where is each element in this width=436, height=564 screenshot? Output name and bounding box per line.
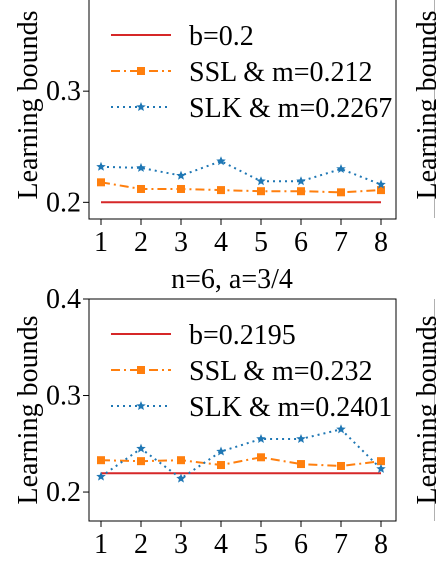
y-axis-ticks: 0.2 0.3 — [46, 76, 89, 218]
data-point-2 — [97, 178, 105, 187]
neighbor-y-axis-label: Learning bounds — [412, 316, 436, 505]
series-layer — [96, 156, 386, 204]
x-tick-label: 3 — [174, 227, 188, 258]
legend-label: SSL & m=0.232 — [189, 356, 373, 387]
y-tick-label: 0.3 — [46, 76, 81, 107]
legend-marker — [136, 102, 146, 112]
data-point-3 — [136, 443, 146, 453]
data-point-2 — [217, 461, 225, 470]
x-tick-label: 6 — [294, 529, 308, 560]
x-tick-label: 1 — [94, 227, 108, 258]
data-point-2 — [97, 456, 105, 465]
x-tick-label: 8 — [374, 227, 388, 258]
data-point-3 — [256, 176, 266, 186]
data-point-2 — [257, 187, 265, 196]
data-point-2 — [377, 457, 385, 466]
x-tick-label: 5 — [254, 529, 268, 560]
data-point-3 — [176, 473, 186, 483]
data-point-2 — [297, 460, 305, 469]
plot-frame — [88, 0, 397, 220]
y-tick-label: 0.2 — [46, 477, 81, 508]
series-line-3 — [100, 160, 382, 186]
legend-marker — [137, 67, 145, 75]
x-tick-label: 4 — [214, 227, 228, 258]
y-tick-label: 0.3 — [46, 381, 81, 412]
y-axis-label: Learning bounds — [13, 316, 44, 505]
x-tick-label: 2 — [134, 227, 148, 258]
x-tick-label: 1 — [94, 529, 108, 560]
data-point-3 — [336, 163, 346, 174]
data-point-2 — [217, 186, 225, 195]
data-point-2 — [177, 456, 185, 465]
right-neighbor-fragment: Learning bounds Learning bounds — [412, 0, 436, 521]
data-point-2 — [137, 457, 145, 466]
series-line-2 — [100, 181, 382, 194]
data-point-3 — [96, 161, 106, 171]
series-line-3 — [100, 428, 382, 480]
legend-label: b=0.2 — [189, 21, 254, 52]
legend-label: SSL & m=0.212 — [189, 57, 373, 88]
x-tick-label: 8 — [374, 529, 388, 560]
legend-label: SLK & m=0.2401 — [189, 392, 392, 423]
data-point-3 — [336, 424, 346, 434]
y-axis-label: Learning bounds — [13, 11, 44, 200]
data-point-2 — [337, 188, 345, 197]
chart-title: n=6, a=3/4 — [171, 264, 293, 295]
series-line-2 — [100, 456, 382, 468]
x-tick-label: 5 — [254, 227, 268, 258]
legend: b=0.2195 SSL & m=0.232 SLK & m=0.2401 — [111, 320, 392, 423]
x-tick-label: 3 — [174, 529, 188, 560]
legend-marker — [137, 366, 145, 374]
legend-label: SLK & m=0.2267 — [189, 93, 392, 124]
data-point-2 — [297, 187, 305, 196]
data-point-3 — [136, 162, 146, 172]
plot-frame — [88, 298, 397, 522]
legend-marker — [136, 401, 146, 411]
x-tick-label: 6 — [294, 227, 308, 258]
legend: b=0.2 SSL & m=0.212 SLK & m=0.2267 — [111, 21, 392, 124]
data-point-3 — [216, 446, 226, 456]
y-axis-ticks: 0.2 0.3 0.4 — [46, 284, 89, 508]
data-point-3 — [376, 179, 386, 189]
data-point-3 — [296, 433, 306, 443]
data-point-3 — [256, 433, 266, 443]
data-point-3 — [216, 156, 226, 166]
y-tick-label: 0.2 — [46, 187, 81, 218]
data-point-2 — [177, 184, 185, 193]
data-point-3 — [296, 176, 306, 186]
x-tick-label: 4 — [214, 529, 228, 560]
x-tick-label: 7 — [334, 529, 348, 560]
data-point-3 — [376, 463, 386, 473]
data-point-2 — [137, 184, 145, 193]
data-point-3 — [96, 471, 106, 481]
data-point-2 — [337, 461, 345, 470]
neighbor-y-axis-label: Learning bounds — [412, 11, 436, 200]
y-tick-label: 0.4 — [46, 284, 81, 315]
legend-label: b=0.2195 — [189, 320, 296, 351]
x-tick-label: 7 — [334, 227, 348, 258]
data-point-3 — [176, 170, 186, 180]
x-tick-label: 2 — [134, 529, 148, 560]
data-point-2 — [257, 453, 265, 462]
series-layer — [96, 424, 386, 483]
data-point-2 — [377, 186, 385, 195]
